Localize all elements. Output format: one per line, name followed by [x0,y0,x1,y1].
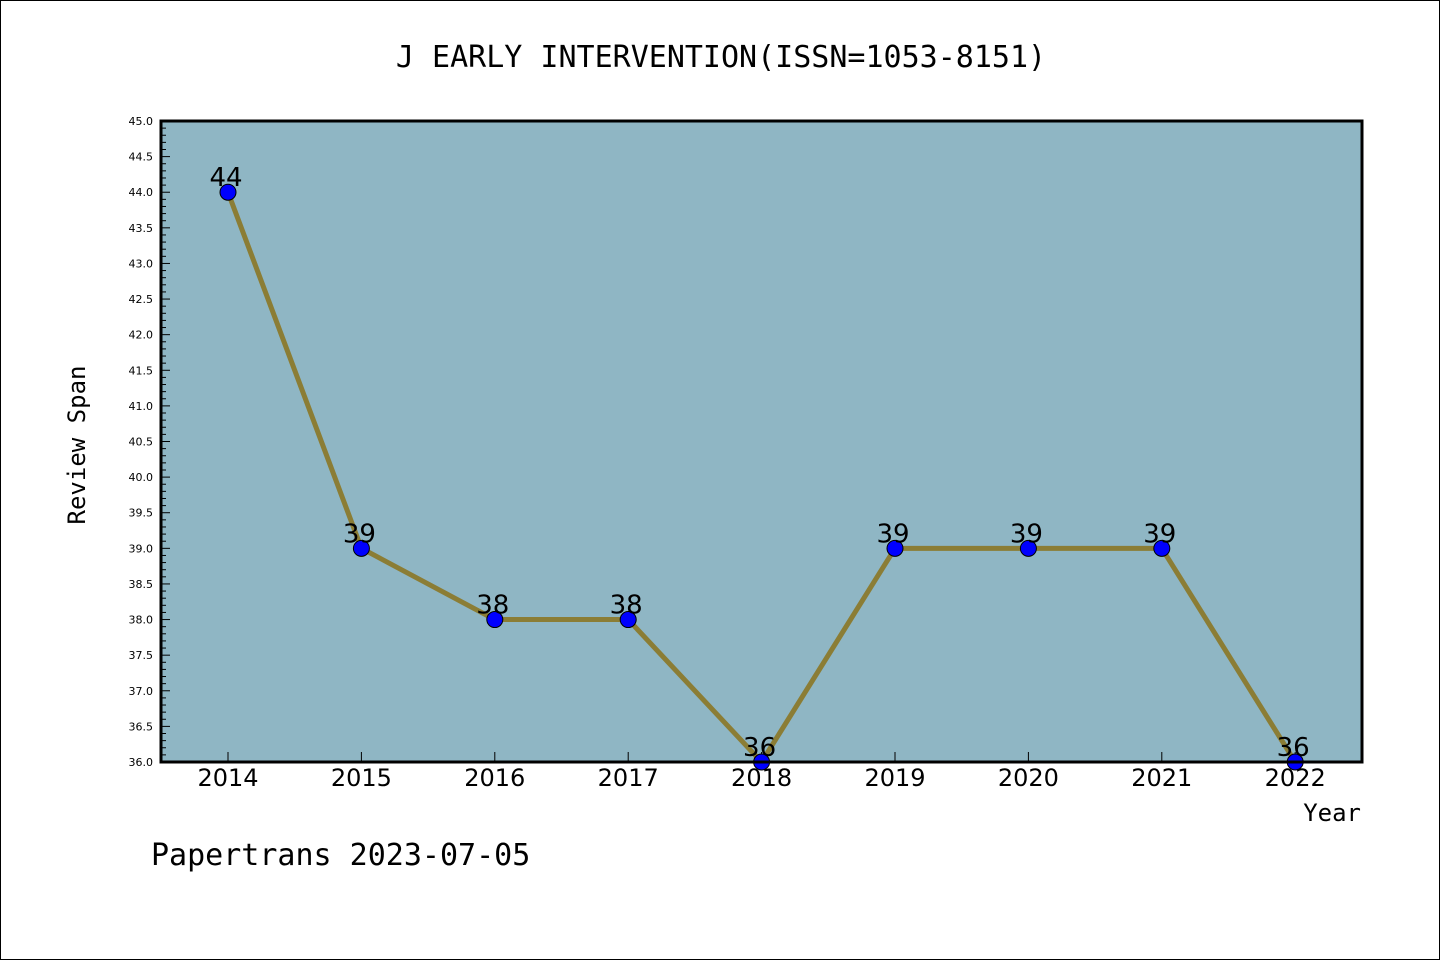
x-tick-label: 2016 [464,764,525,792]
y-axis-ticks: 36.0 36.5 37.0 37.5 38.0 38.5 39.0 39.5 40.0 40.5… [129,115,170,769]
x-axis-label: Year [1303,799,1361,827]
data-point [352,539,370,557]
data-label: 39 [1010,519,1043,549]
y-tick-label: 44.0 [129,186,154,199]
y-tick-label: 43.5 [129,222,154,235]
x-tick-label: 2015 [331,764,392,792]
data-label: 44 [209,163,242,193]
y-tick-label: 42.5 [129,293,154,306]
data-label: 36 [1277,733,1310,763]
footer-watermark: Papertrans 2023-07-05 [151,838,530,873]
data-label: 39 [876,519,909,549]
data-point [219,183,237,201]
data-label: 39 [1143,519,1176,549]
y-tick-label: 41.5 [129,364,154,377]
data-label: 39 [343,519,376,549]
y-tick-label: 39.0 [129,542,154,555]
y-tick-label: 39.5 [129,507,154,520]
x-tick-label: 2019 [864,764,925,792]
x-tick-label: 2021 [1131,764,1192,792]
data-point [619,611,637,629]
y-tick-label: 37.0 [129,685,154,698]
data-labels-group: 44 39 38 38 36 39 39 39 36 [209,163,1309,763]
y-tick-label: 44.5 [129,151,154,164]
y-axis-label: Review Span [63,366,91,525]
data-point [886,539,904,557]
y-tick-label: 38.5 [129,578,154,591]
data-label: 36 [743,733,776,763]
y-tick-label: 45.0 [129,115,154,128]
x-tick-label: 2014 [197,764,258,792]
data-label: 38 [610,591,643,621]
data-point [486,611,504,629]
y-tick-label: 43.0 [129,257,154,270]
y-tick-label: 37.5 [129,649,154,662]
chart-title: J EARLY INTERVENTION(ISSN=1053-8151) [396,40,1046,75]
y-tick-label: 42.0 [129,329,154,342]
x-tick-label: 2020 [998,764,1059,792]
data-point [1019,539,1037,557]
y-tick-label: 40.5 [129,436,154,449]
y-tick-label: 36.5 [129,720,154,733]
x-tick-label: 2017 [598,764,659,792]
y-tick-label: 41.0 [129,400,154,413]
plot-frame [159,119,1364,764]
data-label: 38 [476,591,509,621]
y-tick-label: 36.0 [129,756,154,769]
plot-area [161,121,1362,762]
y-tick-label: 38.0 [129,614,154,627]
y-tick-label: 40.0 [129,471,154,484]
data-point [1153,539,1171,557]
